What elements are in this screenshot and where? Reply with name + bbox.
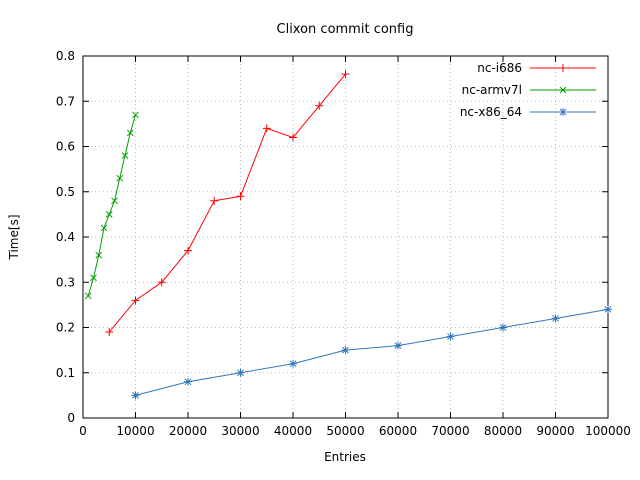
chart-title: Clixon commit config [277, 22, 414, 37]
series-line-nc-i686 [108, 73, 346, 333]
legend-sample-marker-nc-armv7l [559, 86, 567, 94]
legend-label-nc-armv7l: nc-armv7l [462, 83, 522, 97]
y-tick-label: 0.2 [56, 321, 75, 335]
y-tick-label: 0.7 [56, 94, 75, 108]
y-tick-label: 0.5 [56, 185, 75, 199]
x-tick-label: 20000 [169, 424, 207, 438]
x-tick-label: 80000 [484, 424, 522, 438]
legend-label-nc-x86_64: nc-x86_64 [460, 105, 522, 119]
x-tick-label: 100000 [585, 424, 631, 438]
x-tick-label: 40000 [274, 424, 312, 438]
x-tick-label: 50000 [326, 424, 364, 438]
y-tick-label: 0.4 [56, 230, 75, 244]
y-tick-label: 0 [67, 411, 75, 425]
legend-sample-marker-nc-i686 [559, 64, 567, 72]
x-tick-label: 60000 [379, 424, 417, 438]
x-tick-label: 10000 [116, 424, 154, 438]
series-markers-nc-armv7l [84, 111, 139, 300]
series-line-nc-armv7l [87, 114, 136, 296]
y-tick-label: 0.3 [56, 275, 75, 289]
series-line-nc-x86_64 [135, 308, 609, 396]
legend-sample-marker-nc-x86_64 [559, 108, 567, 116]
series-markers-nc-i686 [105, 70, 350, 337]
x-tick-label: 30000 [221, 424, 259, 438]
x-tick-label: 0 [79, 424, 87, 438]
x-tick-label: 70000 [431, 424, 469, 438]
legend-label-nc-i686: nc-i686 [477, 61, 522, 75]
x-tick-label: 90000 [536, 424, 574, 438]
y-axis-label: Time[s] [7, 215, 21, 261]
series-markers-nc-x86_64 [131, 305, 612, 400]
y-tick-label: 0.8 [56, 49, 75, 63]
x-axis-label: Entries [324, 450, 366, 464]
y-tick-label: 0.6 [56, 140, 75, 154]
y-tick-label: 0.1 [56, 366, 75, 380]
